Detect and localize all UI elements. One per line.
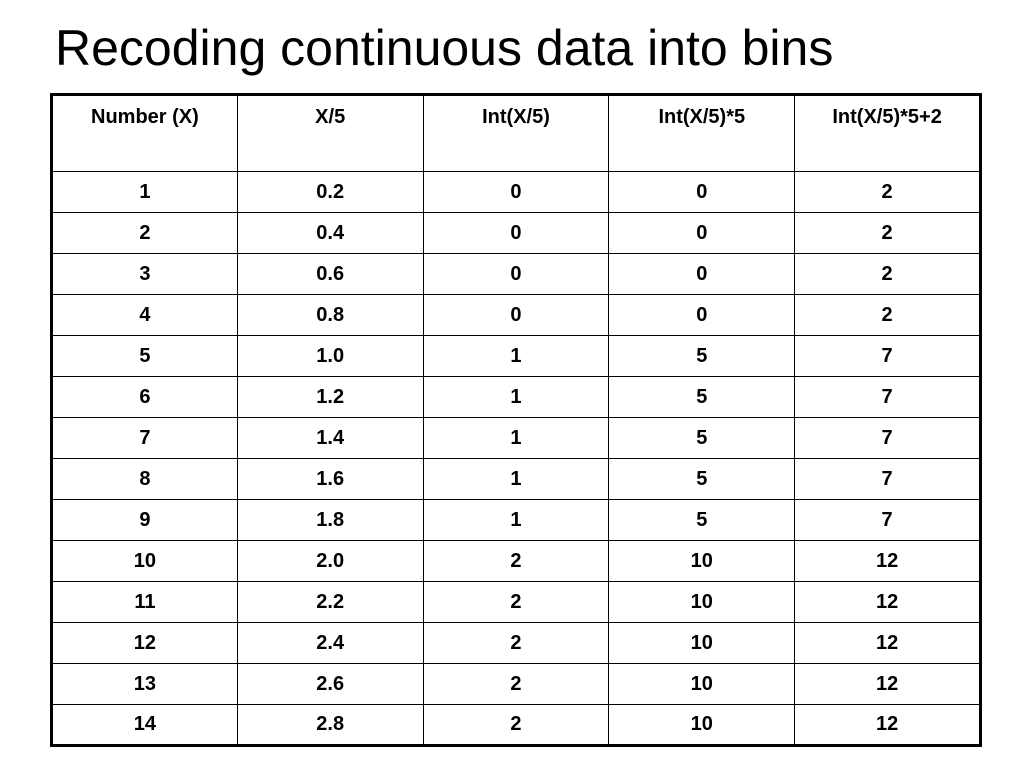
cell-int-x-div-5: 0 [422, 294, 610, 336]
table-row: 7 1.4 1 5 7 [51, 417, 981, 459]
cell-number-x: 5 [51, 335, 238, 377]
cell-int-x-div-5: 0 [422, 212, 610, 254]
table-row: 14 2.8 2 10 12 [51, 704, 981, 746]
cell-int-times-5-plus-2: 7 [794, 335, 981, 377]
table-row: 1 0.2 0 0 2 [51, 171, 981, 213]
cell-number-x: 7 [51, 417, 238, 459]
table-row: 3 0.6 0 0 2 [51, 253, 981, 295]
header-x-div-5: X/5 [236, 94, 424, 172]
cell-x-div-5: 2.8 [236, 704, 424, 746]
bins-table: Number (X) X/5 Int(X/5) Int(X/5)*5 Int(X… [50, 93, 982, 747]
cell-int-x-div-5: 2 [422, 581, 610, 623]
cell-int-times-5: 0 [608, 171, 796, 213]
cell-int-times-5-plus-2: 2 [794, 294, 981, 336]
cell-int-times-5-plus-2: 2 [794, 253, 981, 295]
cell-int-times-5-plus-2: 2 [794, 212, 981, 254]
cell-int-times-5: 10 [608, 540, 796, 582]
cell-number-x: 3 [51, 253, 238, 295]
cell-number-x: 2 [51, 212, 238, 254]
cell-int-x-div-5: 1 [422, 335, 610, 377]
cell-number-x: 12 [51, 622, 238, 664]
table-row: 6 1.2 1 5 7 [51, 376, 981, 418]
cell-x-div-5: 1.4 [236, 417, 424, 459]
cell-int-times-5-plus-2: 7 [794, 499, 981, 541]
cell-int-times-5-plus-2: 12 [794, 622, 981, 664]
cell-x-div-5: 1.8 [236, 499, 424, 541]
cell-int-times-5: 10 [608, 663, 796, 705]
table-header-row: Number (X) X/5 Int(X/5) Int(X/5)*5 Int(X… [51, 94, 981, 172]
cell-number-x: 8 [51, 458, 238, 500]
cell-int-times-5-plus-2: 12 [794, 663, 981, 705]
cell-int-x-div-5: 2 [422, 540, 610, 582]
cell-int-times-5: 10 [608, 622, 796, 664]
table-row: 10 2.0 2 10 12 [51, 540, 981, 582]
table-row: 12 2.4 2 10 12 [51, 622, 981, 664]
cell-int-times-5: 10 [608, 581, 796, 623]
cell-int-x-div-5: 1 [422, 458, 610, 500]
cell-x-div-5: 2.0 [236, 540, 424, 582]
cell-int-x-div-5: 0 [422, 253, 610, 295]
cell-x-div-5: 1.6 [236, 458, 424, 500]
table-row: 11 2.2 2 10 12 [51, 581, 981, 623]
cell-int-x-div-5: 1 [422, 417, 610, 459]
cell-number-x: 9 [51, 499, 238, 541]
header-number-x: Number (X) [51, 94, 238, 172]
cell-number-x: 11 [51, 581, 238, 623]
cell-int-x-div-5: 2 [422, 704, 610, 746]
table-row: 5 1.0 1 5 7 [51, 335, 981, 377]
cell-x-div-5: 0.2 [236, 171, 424, 213]
slide-title: Recoding continuous data into bins [55, 20, 834, 76]
cell-int-times-5: 10 [608, 704, 796, 746]
cell-int-x-div-5: 1 [422, 499, 610, 541]
cell-number-x: 10 [51, 540, 238, 582]
cell-number-x: 14 [51, 704, 238, 746]
header-int-x-div-5: Int(X/5) [422, 94, 610, 172]
table-row: 13 2.6 2 10 12 [51, 663, 981, 705]
cell-x-div-5: 1.2 [236, 376, 424, 418]
cell-int-x-div-5: 2 [422, 622, 610, 664]
cell-int-times-5: 5 [608, 458, 796, 500]
cell-int-times-5-plus-2: 12 [794, 581, 981, 623]
cell-number-x: 4 [51, 294, 238, 336]
table-row: 8 1.6 1 5 7 [51, 458, 981, 500]
cell-int-times-5: 0 [608, 294, 796, 336]
cell-int-times-5-plus-2: 7 [794, 376, 981, 418]
cell-x-div-5: 0.4 [236, 212, 424, 254]
cell-x-div-5: 2.4 [236, 622, 424, 664]
cell-x-div-5: 1.0 [236, 335, 424, 377]
cell-x-div-5: 0.6 [236, 253, 424, 295]
cell-int-times-5: 5 [608, 376, 796, 418]
cell-int-times-5-plus-2: 7 [794, 417, 981, 459]
cell-int-x-div-5: 2 [422, 663, 610, 705]
cell-int-times-5: 0 [608, 253, 796, 295]
header-int-times-5: Int(X/5)*5 [608, 94, 796, 172]
table-row: 9 1.8 1 5 7 [51, 499, 981, 541]
cell-number-x: 1 [51, 171, 238, 213]
cell-int-x-div-5: 1 [422, 376, 610, 418]
cell-int-times-5-plus-2: 12 [794, 704, 981, 746]
cell-int-times-5-plus-2: 12 [794, 540, 981, 582]
cell-int-times-5: 5 [608, 417, 796, 459]
cell-x-div-5: 2.6 [236, 663, 424, 705]
table-row: 2 0.4 0 0 2 [51, 212, 981, 254]
table-body: 1 0.2 0 0 2 2 0.4 0 0 2 3 0.6 0 0 2 4 0.8 0 0 2 5 1.0 1 5 7 6 1.2 1… [51, 171, 981, 746]
cell-int-times-5-plus-2: 2 [794, 171, 981, 213]
cell-x-div-5: 2.2 [236, 581, 424, 623]
cell-int-x-div-5: 0 [422, 171, 610, 213]
cell-int-times-5: 5 [608, 335, 796, 377]
cell-int-times-5: 0 [608, 212, 796, 254]
header-int-times-5-plus-2: Int(X/5)*5+2 [794, 94, 981, 172]
cell-number-x: 6 [51, 376, 238, 418]
cell-int-times-5-plus-2: 7 [794, 458, 981, 500]
cell-number-x: 13 [51, 663, 238, 705]
cell-x-div-5: 0.8 [236, 294, 424, 336]
table-row: 4 0.8 0 0 2 [51, 294, 981, 336]
cell-int-times-5: 5 [608, 499, 796, 541]
